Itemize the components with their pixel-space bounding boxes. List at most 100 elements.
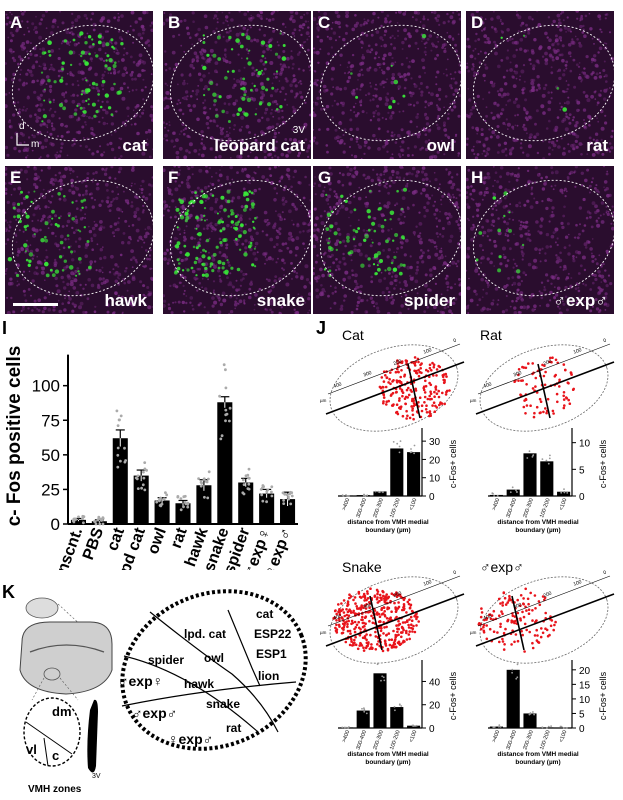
tissue-cell [190, 166, 194, 169]
tissue-cell [136, 239, 140, 242]
tissue-cell [21, 12, 25, 16]
tissue-cell [50, 113, 55, 118]
tissue-cell [428, 128, 432, 132]
tissue-cell [415, 101, 419, 105]
tissue-cell [313, 129, 315, 131]
tissue-cell [213, 265, 217, 269]
tissue-cell [253, 38, 257, 42]
tissue-cell [331, 67, 335, 71]
tissue-cell [212, 119, 216, 123]
tissue-cell [444, 211, 448, 216]
tissue-cell [26, 154, 29, 157]
tissue-cell [501, 108, 505, 112]
tissue-cell [203, 14, 208, 18]
tissue-cell [180, 181, 184, 184]
tissue-cell [275, 122, 279, 126]
tissue-cell [487, 286, 489, 289]
tissue-cell [265, 258, 269, 262]
tissue-cell [578, 142, 583, 146]
tissue-cell [265, 17, 268, 20]
tissue-cell [556, 13, 561, 18]
tissue-cell [402, 12, 406, 16]
tissue-cell [276, 41, 279, 43]
cfos-cell [47, 50, 51, 53]
tissue-cell [81, 193, 85, 197]
tissue-cell [386, 66, 390, 71]
tissue-cell [322, 189, 325, 193]
tissue-cell [189, 190, 192, 192]
tissue-cell [88, 116, 91, 120]
tissue-cell [30, 294, 32, 297]
tissue-cell [496, 303, 499, 306]
tissue-cell [71, 144, 74, 147]
tissue-cell [600, 220, 605, 224]
tissue-cell [367, 92, 371, 96]
tissue-cell [542, 111, 546, 115]
cfos-cell [325, 193, 328, 196]
tissue-cell [557, 18, 561, 22]
tissue-cell [304, 264, 309, 269]
tissue-cell [49, 189, 52, 192]
tissue-cell [600, 30, 603, 34]
tissue-cell [265, 233, 269, 237]
tissue-cell [70, 253, 73, 255]
tissue-cell [527, 262, 532, 267]
tissue-cell [17, 122, 21, 126]
tissue-cell [475, 202, 478, 205]
tissue-cell [379, 82, 383, 86]
tissue-cell [575, 121, 579, 125]
tissue-cell [511, 276, 515, 279]
data-point [184, 502, 188, 506]
tissue-cell [101, 271, 104, 274]
tissue-cell [78, 305, 82, 310]
tissue-cell [375, 138, 378, 140]
tissue-cell [375, 83, 377, 86]
tissue-cell [113, 51, 116, 53]
cfos-cell-dot [433, 390, 436, 394]
tissue-cell [553, 296, 557, 300]
tissue-cell [84, 77, 87, 80]
tissue-cell [314, 176, 316, 178]
tissue-cell [373, 217, 377, 220]
tissue-cell [261, 93, 266, 97]
tissue-cell [394, 61, 397, 64]
tissue-cell [596, 223, 601, 228]
tissue-cell [165, 69, 168, 72]
tissue-cell [354, 170, 359, 175]
tissue-cell [17, 186, 22, 191]
tissue-cell [467, 168, 471, 172]
cfos-cell [556, 87, 560, 90]
tissue-cell [19, 131, 23, 136]
data-point [207, 470, 211, 474]
tissue-cell [131, 70, 134, 74]
tissue-cell [454, 81, 458, 85]
cfos-cell-dot [411, 407, 414, 410]
tissue-cell [29, 244, 32, 246]
tissue-cell [449, 84, 453, 88]
tissue-cell [492, 205, 495, 208]
tissue-cell [278, 180, 281, 183]
cfos-cell [389, 218, 392, 221]
tissue-cell [83, 179, 87, 182]
tissue-cell [564, 127, 569, 132]
tissue-cell [203, 269, 208, 273]
tissue-cell [348, 216, 350, 219]
tissue-cell [57, 56, 61, 61]
tissue-cell [7, 120, 12, 124]
tissue-cell [27, 30, 31, 33]
tissue-cell [251, 66, 255, 70]
tissue-cell [117, 265, 120, 268]
tissue-cell [69, 282, 74, 287]
data-point [97, 515, 101, 519]
tissue-cell [267, 256, 272, 261]
tissue-cell [327, 181, 332, 186]
tissue-cell [346, 80, 349, 84]
tissue-cell [242, 81, 247, 86]
tissue-cell [319, 79, 324, 83]
cfos-cell [71, 201, 74, 204]
tissue-cell [59, 187, 63, 191]
tissue-cell [511, 146, 515, 150]
cfos-cell [508, 228, 512, 233]
tissue-cell [239, 148, 242, 152]
tissue-cell [47, 219, 52, 223]
